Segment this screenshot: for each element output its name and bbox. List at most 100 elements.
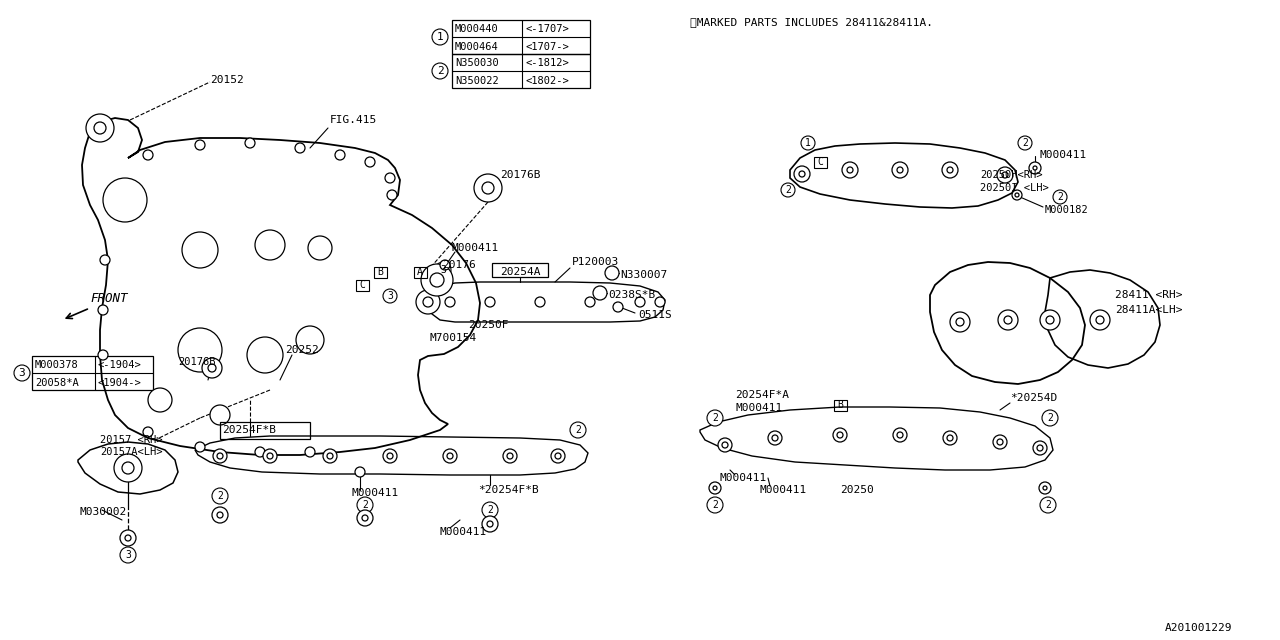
Text: 2: 2 xyxy=(1044,500,1051,510)
Circle shape xyxy=(202,358,221,378)
Circle shape xyxy=(218,512,223,518)
Circle shape xyxy=(148,388,172,412)
Circle shape xyxy=(707,410,723,426)
Text: 20250: 20250 xyxy=(840,485,874,495)
Text: N350022: N350022 xyxy=(454,76,499,86)
Text: 3: 3 xyxy=(387,291,393,301)
Text: B: B xyxy=(378,267,383,277)
Circle shape xyxy=(143,427,154,437)
Circle shape xyxy=(195,442,205,452)
Text: 1: 1 xyxy=(436,32,443,42)
Text: 28411A<LH>: 28411A<LH> xyxy=(1115,305,1183,315)
Text: 2: 2 xyxy=(712,500,718,510)
Circle shape xyxy=(1053,190,1068,204)
Circle shape xyxy=(556,453,561,459)
Bar xyxy=(220,422,310,439)
Text: 2: 2 xyxy=(1021,138,1028,148)
Circle shape xyxy=(383,449,397,463)
Circle shape xyxy=(422,297,433,307)
Circle shape xyxy=(794,166,810,182)
Circle shape xyxy=(125,535,131,541)
Text: M000411: M000411 xyxy=(440,527,488,537)
Circle shape xyxy=(997,167,1012,183)
Circle shape xyxy=(212,507,228,523)
Circle shape xyxy=(1039,497,1056,513)
Text: M000411: M000411 xyxy=(352,488,399,498)
Circle shape xyxy=(335,150,346,160)
Circle shape xyxy=(892,162,908,178)
Circle shape xyxy=(1029,162,1041,174)
Circle shape xyxy=(655,297,666,307)
Circle shape xyxy=(99,305,108,315)
Text: ※MARKED PARTS INCLUDES 28411&28411A.: ※MARKED PARTS INCLUDES 28411&28411A. xyxy=(690,17,933,27)
Circle shape xyxy=(99,350,108,360)
Circle shape xyxy=(483,182,494,194)
Text: M700154: M700154 xyxy=(430,333,477,343)
Circle shape xyxy=(550,449,564,463)
Circle shape xyxy=(997,439,1004,445)
Bar xyxy=(356,280,369,291)
Circle shape xyxy=(355,467,365,477)
Text: 20157A<LH>: 20157A<LH> xyxy=(100,447,163,457)
Circle shape xyxy=(1037,445,1043,451)
Text: 20250I <LH>: 20250I <LH> xyxy=(980,183,1048,193)
Circle shape xyxy=(993,435,1007,449)
Circle shape xyxy=(262,449,276,463)
Circle shape xyxy=(947,435,954,441)
Circle shape xyxy=(950,312,970,332)
Circle shape xyxy=(195,140,205,150)
Circle shape xyxy=(1096,316,1103,324)
Circle shape xyxy=(323,449,337,463)
Text: 20058*A: 20058*A xyxy=(35,378,79,387)
Circle shape xyxy=(947,167,954,173)
Circle shape xyxy=(447,453,453,459)
Text: M000464: M000464 xyxy=(454,42,499,51)
Circle shape xyxy=(182,232,218,268)
Text: 20250F: 20250F xyxy=(468,320,508,330)
Circle shape xyxy=(837,432,844,438)
Text: 2: 2 xyxy=(218,491,223,501)
Circle shape xyxy=(1033,441,1047,455)
Text: 2: 2 xyxy=(712,413,718,423)
Text: <1707->: <1707-> xyxy=(525,42,568,51)
Text: M000411: M000411 xyxy=(760,485,808,495)
Circle shape xyxy=(387,190,397,200)
Circle shape xyxy=(998,310,1018,330)
Bar xyxy=(32,356,154,390)
Circle shape xyxy=(483,502,498,518)
Text: A201001229: A201001229 xyxy=(1165,623,1233,633)
Text: P120003: P120003 xyxy=(572,257,620,267)
Circle shape xyxy=(143,150,154,160)
Text: B: B xyxy=(837,400,844,410)
Text: 1: 1 xyxy=(805,138,812,148)
Text: <1904->: <1904-> xyxy=(99,378,142,387)
Circle shape xyxy=(255,230,285,260)
Text: *20254D: *20254D xyxy=(1010,393,1057,403)
Text: 20176: 20176 xyxy=(442,260,476,270)
Circle shape xyxy=(535,297,545,307)
Circle shape xyxy=(305,447,315,457)
Text: 2: 2 xyxy=(436,66,443,76)
Circle shape xyxy=(613,302,623,312)
Circle shape xyxy=(244,138,255,148)
Circle shape xyxy=(897,167,902,173)
Text: 20152: 20152 xyxy=(210,75,243,85)
Text: M000411: M000411 xyxy=(1039,150,1087,160)
Text: 20254F*B: 20254F*B xyxy=(221,425,276,435)
Circle shape xyxy=(718,438,732,452)
Circle shape xyxy=(443,449,457,463)
Circle shape xyxy=(503,449,517,463)
Bar xyxy=(452,54,590,88)
Text: 2: 2 xyxy=(362,500,367,510)
Circle shape xyxy=(120,547,136,563)
Text: <1802->: <1802-> xyxy=(525,76,568,86)
Circle shape xyxy=(387,453,393,459)
Circle shape xyxy=(772,435,778,441)
Circle shape xyxy=(943,431,957,445)
Bar xyxy=(833,399,846,410)
Bar xyxy=(492,263,548,277)
Circle shape xyxy=(1012,190,1021,200)
Circle shape xyxy=(178,328,221,372)
Text: M000378: M000378 xyxy=(35,360,79,371)
Circle shape xyxy=(801,136,815,150)
